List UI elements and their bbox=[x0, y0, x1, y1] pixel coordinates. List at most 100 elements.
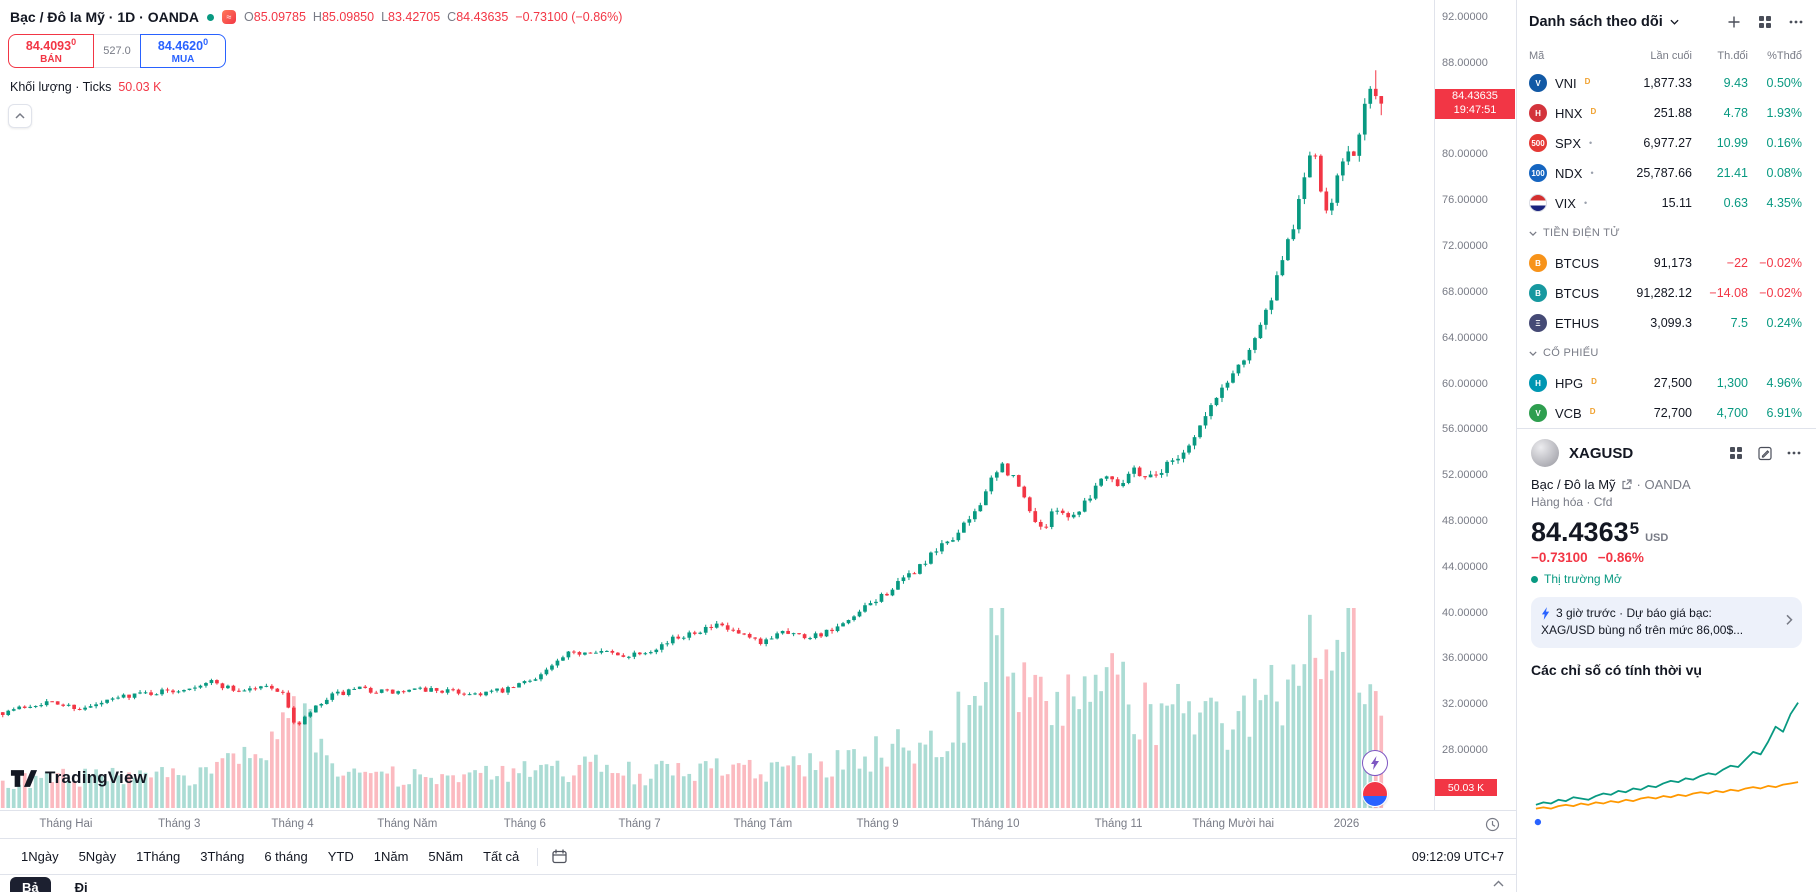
bottom-panel-tabs: Bả Đi bbox=[0, 874, 1516, 892]
detail-exchange: · OANDA bbox=[1636, 477, 1691, 492]
range-button[interactable]: 3Tháng bbox=[200, 849, 245, 864]
news-card[interactable]: 3 giờ trước · Dự báo giá bạc: XAG/USD bù… bbox=[1531, 597, 1802, 648]
chart-legend: Bạc / Đô la Mỹ · 1D · OANDA ≈ O85.09785 … bbox=[10, 9, 622, 25]
seasonal-section-title: Các chỉ số có tính thời vụ bbox=[1531, 661, 1702, 678]
price-tick-label: 88.00000 bbox=[1442, 56, 1488, 69]
symbol-ticker: VCB bbox=[1555, 405, 1582, 421]
lightning-button[interactable] bbox=[1362, 750, 1388, 776]
bottom-toolbar: 1Ngày 5Ngày 1Tháng 3Tháng 6 tháng YTD 1Năm 5Năm… bbox=[0, 838, 1516, 874]
trade-widget: 84.40930 BÁN 527.0 84.46200 MUA bbox=[8, 34, 226, 68]
delayed-data-badge: D bbox=[1584, 77, 1591, 86]
toolbar-divider bbox=[537, 847, 539, 866]
detail-symbol-name[interactable]: Bạc / Đô la Mỹ bbox=[1531, 477, 1616, 492]
detail-menu-icon[interactable] bbox=[1786, 445, 1802, 461]
cell-chg: 9.43 bbox=[1723, 76, 1748, 90]
cell-chg: −14.08 bbox=[1709, 286, 1748, 300]
volume-indicator-legend[interactable]: Khối lượng · Ticks 50.03 K bbox=[10, 80, 161, 94]
time-axis[interactable]: Tháng Hai Tháng 3 Tháng 4 Tháng Năm Tháng 6 T… bbox=[0, 810, 1516, 838]
edit-icon[interactable] bbox=[1757, 445, 1773, 461]
watchlist-row[interactable]: VIX • 15.11 0.63 4.35% bbox=[1517, 188, 1816, 218]
column-change-pct[interactable]: %Thđổ bbox=[1767, 50, 1802, 62]
watchlist-section-header[interactable]: CỔ PHIẾU bbox=[1517, 338, 1816, 368]
range-button[interactable]: 1Tháng bbox=[136, 849, 181, 864]
price-chart[interactable] bbox=[0, 0, 1434, 810]
bottom-tab-active[interactable]: Bả bbox=[10, 877, 51, 892]
chart-pane: 92.0000088.0000084.0000080.0000076.00000… bbox=[0, 0, 1516, 892]
collapse-toolbar-button[interactable] bbox=[8, 104, 32, 128]
news-chevron-icon bbox=[1786, 614, 1793, 631]
price-tick-label: 44.00000 bbox=[1442, 560, 1488, 573]
data-marker-dot: • bbox=[1590, 168, 1594, 178]
market-open-dot bbox=[207, 13, 215, 21]
watchlist-row[interactable]: Ξ ETHUS 3,099.3 7.5 0.24% bbox=[1517, 308, 1816, 338]
column-symbol[interactable]: Mã bbox=[1529, 50, 1545, 62]
ohlc-values: O85.09785 H85.09850 L83.42705 C84.43635 … bbox=[244, 10, 623, 24]
watchlist-body: V VNI D 1,877.33 9.43 0.50% H HNX D 251.88 4.78 1.9… bbox=[1517, 68, 1816, 428]
seasonal-mini-chart[interactable] bbox=[1531, 684, 1803, 834]
watchlist-column-headers: Mã Lần cuối Th.đổi %Thđổ bbox=[1517, 44, 1816, 68]
symbol-logo: H bbox=[1529, 374, 1547, 392]
range-button[interactable]: Tất cả bbox=[483, 849, 520, 864]
detail-price-fraction: 5 bbox=[1629, 519, 1640, 538]
bottom-tab[interactable]: Đi bbox=[74, 880, 88, 892]
range-button[interactable]: YTD bbox=[327, 849, 354, 864]
watchlist-row[interactable]: V VCB D 72,700 4,700 6.91% bbox=[1517, 398, 1816, 428]
hotlist-button[interactable] bbox=[1362, 781, 1388, 807]
bar-countdown: 19:47:51 bbox=[1453, 103, 1497, 116]
cell-last: 3,099.3 bbox=[1650, 316, 1692, 330]
watchlist-menu-icon[interactable] bbox=[1788, 14, 1804, 30]
watchlist-row[interactable]: B BTCUS 91,173 −22 −0.02% bbox=[1517, 248, 1816, 278]
watchlist-layout-icon[interactable] bbox=[1757, 14, 1773, 30]
detail-symbol[interactable]: XAGUSD bbox=[1569, 444, 1634, 462]
price-axis[interactable]: 92.0000088.0000084.0000080.0000076.00000… bbox=[1434, 0, 1516, 810]
watchlist-section-header[interactable]: TIỀN ĐIỆN TỬ bbox=[1517, 218, 1816, 248]
watchlist-title[interactable]: Danh sách theo dõi bbox=[1529, 14, 1663, 30]
detail-layout-icon[interactable] bbox=[1728, 445, 1744, 461]
price-tick-label: 72.00000 bbox=[1442, 240, 1488, 253]
watchlist-row[interactable]: 500 SPX • 6,977.27 10.99 0.16% bbox=[1517, 128, 1816, 158]
go-to-date-icon[interactable] bbox=[547, 846, 572, 867]
range-button[interactable]: 6 tháng bbox=[264, 849, 308, 864]
time-tick-label: Tháng 3 bbox=[158, 818, 201, 830]
detail-change-pct: −0.86% bbox=[1597, 550, 1644, 565]
add-symbol-icon[interactable] bbox=[1726, 14, 1742, 30]
symbol-logo: 100 bbox=[1529, 164, 1547, 182]
cell-last: 15.11 bbox=[1661, 196, 1692, 210]
news-bolt-icon bbox=[1541, 607, 1551, 621]
column-last[interactable]: Lần cuối bbox=[1650, 50, 1692, 62]
symbol-ticker: VIX bbox=[1555, 195, 1576, 211]
tradingview-logo[interactable]: TradingView bbox=[10, 768, 147, 788]
time-tick-label: Tháng 11 bbox=[1094, 818, 1143, 830]
symbol-ticker: ETHUS bbox=[1555, 315, 1600, 331]
signal-icon[interactable]: ≈ bbox=[222, 10, 237, 24]
range-button[interactable]: 1Năm bbox=[373, 849, 409, 864]
watchlist-row[interactable]: H HPG D 27,500 1,300 4.96% bbox=[1517, 368, 1816, 398]
price-tick-label: 76.00000 bbox=[1442, 194, 1488, 207]
timezone-clock-icon[interactable] bbox=[1485, 817, 1500, 835]
cell-chg: 0.63 bbox=[1723, 196, 1748, 210]
cell-pct: 0.08% bbox=[1766, 166, 1802, 180]
external-link-icon[interactable] bbox=[1621, 479, 1632, 490]
range-button[interactable]: 5Ngày bbox=[78, 849, 117, 864]
tradingview-mark-icon bbox=[10, 769, 38, 787]
watchlist-row[interactable]: H HNX D 251.88 4.78 1.93% bbox=[1517, 98, 1816, 128]
chevron-down-icon[interactable] bbox=[1670, 19, 1679, 25]
watchlist-row[interactable]: B BTCUS 91,282.12 −14.08 −0.02% bbox=[1517, 278, 1816, 308]
market-status-text: Thị trường Mở bbox=[1544, 572, 1622, 586]
price-tick-label: 80.00000 bbox=[1442, 148, 1488, 161]
range-button[interactable]: 5Năm bbox=[428, 849, 464, 864]
clock-display[interactable]: 09:12:09 UTC+7 bbox=[1411, 849, 1504, 864]
price-tick-label: 32.00000 bbox=[1442, 698, 1488, 711]
delayed-data-badge: D bbox=[1591, 377, 1597, 386]
sell-button[interactable]: 84.40930 BÁN bbox=[8, 34, 94, 68]
column-change[interactable]: Th.đổi bbox=[1717, 50, 1748, 62]
last-price-value: 84.43635 bbox=[1452, 89, 1498, 102]
range-button[interactable]: 1Ngày bbox=[21, 849, 59, 864]
panel-expand-icon[interactable] bbox=[1491, 876, 1506, 892]
last-price-tag: 84.43635 19:47:51 bbox=[1435, 88, 1515, 119]
cell-pct: 0.16% bbox=[1766, 136, 1802, 150]
watchlist-row[interactable]: 100 NDX • 25,787.66 21.41 0.08% bbox=[1517, 158, 1816, 188]
watchlist-row[interactable]: V VNI D 1,877.33 9.43 0.50% bbox=[1517, 68, 1816, 98]
symbol-title[interactable]: Bạc / Đô la Mỹ · 1D · OANDA bbox=[10, 9, 200, 25]
buy-button[interactable]: 84.46200 MUA bbox=[140, 34, 226, 68]
